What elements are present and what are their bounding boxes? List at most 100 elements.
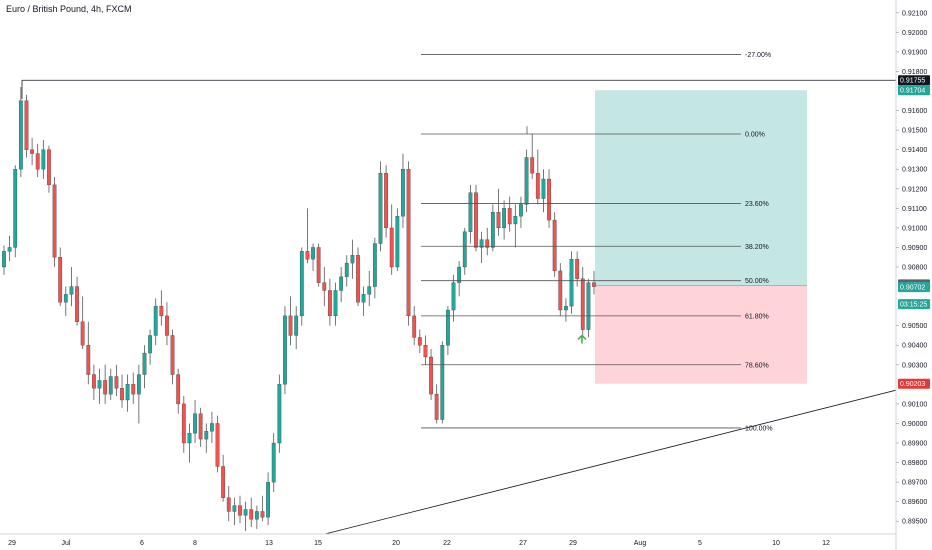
candle[interactable] <box>283 306 287 395</box>
candle[interactable] <box>97 368 102 404</box>
candle[interactable] <box>429 349 433 400</box>
candle[interactable] <box>221 454 226 502</box>
candle[interactable] <box>148 329 152 365</box>
candle[interactable] <box>361 286 366 316</box>
candle[interactable] <box>485 227 490 256</box>
candle[interactable] <box>153 298 158 346</box>
candle[interactable] <box>75 276 79 326</box>
candle[interactable] <box>490 204 495 252</box>
candle[interactable] <box>333 282 338 326</box>
candle[interactable] <box>187 423 192 463</box>
fib-level[interactable]: 0.00% <box>421 132 765 139</box>
candle[interactable] <box>58 247 63 307</box>
candle[interactable] <box>299 247 304 326</box>
candle[interactable] <box>215 415 220 473</box>
candle[interactable] <box>406 161 411 326</box>
candle[interactable] <box>176 368 181 414</box>
candle[interactable] <box>142 345 147 389</box>
candle[interactable] <box>249 497 254 528</box>
candle[interactable] <box>519 196 523 228</box>
candle[interactable] <box>193 399 197 443</box>
candle[interactable] <box>294 306 299 350</box>
candle[interactable] <box>372 237 377 299</box>
candle[interactable] <box>24 94 29 158</box>
candle[interactable] <box>541 169 546 213</box>
candle[interactable] <box>474 184 478 252</box>
candle[interactable] <box>569 251 574 314</box>
candle[interactable] <box>305 208 310 264</box>
candle[interactable] <box>564 298 568 322</box>
candle[interactable] <box>52 177 57 267</box>
fib-level[interactable]: -27.00% <box>421 52 771 59</box>
candle[interactable] <box>41 139 46 179</box>
profit-zone[interactable] <box>595 90 807 286</box>
candle[interactable] <box>502 200 506 240</box>
candle[interactable] <box>496 188 501 236</box>
candle[interactable] <box>226 486 231 522</box>
candle[interactable] <box>547 169 551 228</box>
candle[interactable] <box>479 231 484 264</box>
candle[interactable] <box>451 274 456 322</box>
candle[interactable] <box>322 267 327 307</box>
candle[interactable] <box>254 505 259 530</box>
candle[interactable] <box>356 247 360 307</box>
candle[interactable] <box>243 501 248 531</box>
fib-level[interactable]: 61.80% <box>421 313 769 320</box>
candle[interactable] <box>204 423 209 453</box>
candle[interactable] <box>30 137 34 166</box>
candle[interactable] <box>260 495 265 522</box>
fib-level[interactable]: 100.00% <box>421 425 773 432</box>
candle[interactable] <box>344 255 349 287</box>
candle[interactable] <box>136 364 141 424</box>
candle[interactable] <box>125 374 130 412</box>
loss-zone[interactable] <box>595 285 807 384</box>
candle[interactable] <box>412 306 417 346</box>
candle[interactable] <box>277 374 282 453</box>
fib-level[interactable]: 38.20% <box>421 244 769 251</box>
candle[interactable] <box>513 204 518 248</box>
candle[interactable] <box>535 149 540 205</box>
candle[interactable] <box>198 407 203 447</box>
candle[interactable] <box>507 196 512 232</box>
candle[interactable] <box>434 384 439 424</box>
candle[interactable] <box>384 165 388 238</box>
candle[interactable] <box>580 267 585 336</box>
candle[interactable] <box>159 290 164 326</box>
candle[interactable] <box>288 296 293 346</box>
candle[interactable] <box>401 153 405 228</box>
candle[interactable] <box>586 278 591 338</box>
candle[interactable] <box>2 245 6 275</box>
candle[interactable] <box>165 302 169 346</box>
candle[interactable] <box>552 212 557 277</box>
candle[interactable] <box>389 204 394 275</box>
candle[interactable] <box>7 235 12 262</box>
candle[interactable] <box>181 396 186 453</box>
candle[interactable] <box>423 335 428 365</box>
candle[interactable] <box>131 372 136 404</box>
candle[interactable] <box>271 433 276 492</box>
fib-level[interactable]: 50.00% <box>421 278 769 285</box>
candle[interactable] <box>311 243 315 271</box>
candle[interactable] <box>328 278 332 326</box>
candle[interactable] <box>210 411 214 443</box>
candle[interactable] <box>170 329 175 385</box>
candle[interactable] <box>530 134 535 179</box>
candle[interactable] <box>440 341 445 424</box>
candle[interactable] <box>339 267 344 303</box>
candle[interactable] <box>367 270 372 307</box>
candle[interactable] <box>592 270 596 295</box>
candle[interactable] <box>462 227 467 275</box>
candle[interactable] <box>103 364 108 404</box>
candle[interactable] <box>92 364 96 400</box>
candle[interactable] <box>114 364 119 397</box>
candle[interactable] <box>316 243 321 287</box>
candle[interactable] <box>35 143 40 178</box>
candle[interactable] <box>350 239 355 279</box>
candle[interactable] <box>13 165 18 258</box>
candle[interactable] <box>266 472 270 526</box>
candle[interactable] <box>86 321 91 385</box>
candle[interactable] <box>417 329 422 354</box>
candle[interactable] <box>378 161 383 252</box>
candle[interactable] <box>108 368 113 400</box>
